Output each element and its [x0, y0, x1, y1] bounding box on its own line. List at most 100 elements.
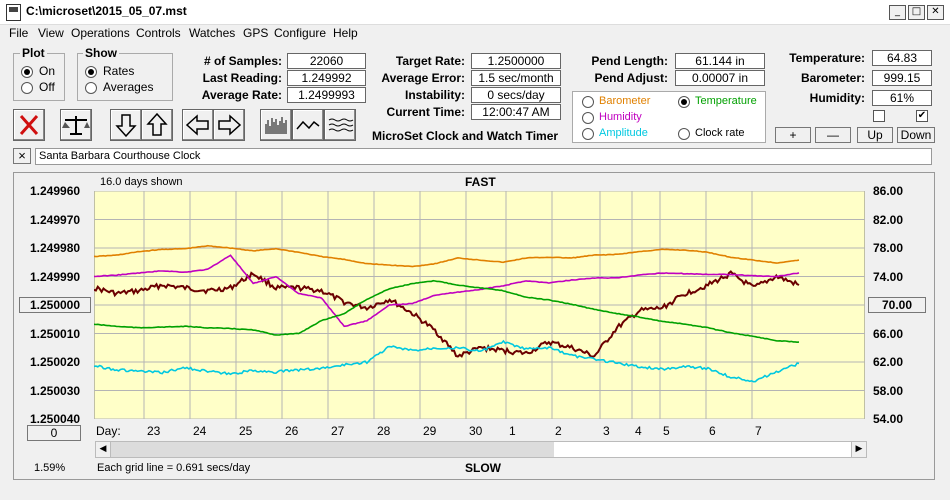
day-tick-label: 28 [377, 424, 391, 438]
overlay-barometer-radio[interactable] [582, 96, 594, 108]
app-icon [6, 4, 21, 21]
show-group [77, 53, 173, 101]
scroll-right-icon[interactable]: ▶ [851, 442, 866, 457]
pend-length-label: Pend Length: [591, 54, 668, 68]
scale-down-button[interactable]: Down [897, 127, 935, 143]
overlay-clock-rate-label: Clock rate [695, 127, 745, 139]
arrow-down-button[interactable] [110, 109, 142, 141]
barometer-label: Barometer: [800, 71, 865, 85]
wave-button[interactable] [324, 109, 356, 141]
overlay-selector [572, 91, 766, 143]
pend-adjust-label: Pend Adjust: [594, 71, 668, 85]
histogram-button[interactable] [260, 109, 292, 141]
plot-off-radio[interactable] [21, 82, 33, 94]
series-line-barometer [94, 244, 800, 268]
clear-clock-name-button[interactable]: × [13, 148, 31, 164]
target-rate-value[interactable]: 1.2500000 [471, 53, 561, 69]
scale-up-button[interactable]: Up [857, 127, 893, 143]
humidity-value: 61% [872, 90, 932, 106]
series-line-amplitude [94, 339, 800, 383]
average-error-label: Average Error: [381, 71, 465, 85]
overlay-clock-rate-radio[interactable] [678, 128, 690, 140]
series-line-temperature [94, 279, 800, 344]
line-graph-button[interactable] [292, 109, 324, 141]
show-rates-radio[interactable] [85, 66, 97, 78]
right-center-box[interactable]: 70.00 [868, 297, 926, 313]
scroll-thumb[interactable] [111, 442, 554, 457]
average-rate-value: 1.2499993 [287, 87, 366, 103]
day-tick-label: 4 [635, 424, 642, 438]
day-tick-label: 23 [147, 424, 161, 438]
arrow-right-button[interactable] [213, 109, 245, 141]
menu-file[interactable]: File [9, 26, 29, 40]
minimize-button[interactable]: _ [889, 5, 906, 20]
instability-label: Instability: [404, 88, 465, 102]
left-axis-tick: 1.250020 [30, 355, 81, 369]
left-axis-tick: 1.250040 [30, 412, 81, 426]
right-axis-tick: 58.00 [873, 383, 904, 398]
left-axis-tick: 1.249970 [30, 212, 81, 227]
right-axis-tick: 62.00 [873, 355, 904, 369]
left-center-box[interactable]: 1.250000 [19, 297, 91, 313]
menu-operations[interactable]: Operations [71, 26, 130, 40]
instability-value: 0 secs/day [471, 87, 561, 103]
day-tick-label: 2 [555, 424, 562, 438]
temperature-value: 64.83 [872, 50, 932, 66]
chart-scrollbar[interactable]: ◀ ▶ [95, 441, 867, 458]
overlay-barometer-label: Barometer [599, 95, 651, 107]
menu-view[interactable]: View [38, 26, 64, 40]
balance-button[interactable] [60, 109, 92, 141]
menu-help[interactable]: Help [333, 26, 358, 40]
left-axis-tick: 1.250030 [30, 383, 81, 398]
arrow-up-button[interactable] [141, 109, 173, 141]
show-group-title: Show [83, 46, 119, 60]
grid-note: Each grid line = 0.691 secs/day [97, 462, 251, 474]
overlay-humidity-radio[interactable] [582, 112, 594, 124]
overlay-humidity-label: Humidity [599, 111, 642, 123]
sensor-checkbox-1[interactable] [873, 110, 885, 122]
bottom-left-box[interactable]: 0 [27, 425, 81, 441]
right-axis-tick: 78.00 [873, 241, 904, 255]
scale-minus-button[interactable]: — [815, 127, 851, 143]
scroll-left-icon[interactable]: ◀ [96, 442, 111, 457]
day-tick-label: 7 [755, 424, 762, 438]
title-bar: C:\microset\2015_05_07.mst _ □ ✕ [0, 0, 950, 25]
menu-bar: File View Operations Controls Watches GP… [0, 24, 950, 43]
day-tick-label: 30 [469, 424, 483, 438]
histogram-icon [265, 117, 287, 134]
series-line-humidity [94, 254, 800, 328]
day-tick-label: 1 [509, 424, 516, 438]
show-averages-radio[interactable] [85, 82, 97, 94]
day-tick-label: 6 [709, 424, 716, 438]
show-averages-label: Averages [103, 80, 154, 94]
scale-balance-icon [62, 116, 90, 135]
arrow-left-button[interactable] [182, 109, 214, 141]
stop-button[interactable] [13, 109, 45, 141]
menu-controls[interactable]: Controls [136, 26, 181, 40]
overlay-amplitude-radio[interactable] [582, 128, 594, 140]
sensor-checkbox-2[interactable]: ✔ [916, 110, 928, 122]
scale-plus-button[interactable]: + [775, 127, 811, 143]
day-tick-label: 5 [663, 424, 670, 438]
plot-group-title: Plot [20, 46, 47, 60]
menu-watches[interactable]: Watches [189, 26, 236, 40]
overlay-amplitude-label: Amplitude [599, 127, 648, 139]
fast-label: FAST [465, 175, 496, 189]
slow-label: SLOW [465, 461, 501, 475]
clock-name-input[interactable]: Santa Barbara Courthouse Clock [35, 148, 932, 165]
wave-icon [328, 118, 354, 132]
close-button[interactable]: ✕ [927, 5, 944, 20]
maximize-button[interactable]: □ [908, 5, 925, 20]
humidity-label: Humidity: [809, 91, 865, 105]
arrow-left-icon [185, 114, 209, 136]
chart-plot-area [94, 191, 865, 419]
red-x-icon [19, 115, 39, 135]
plot-on-radio[interactable] [21, 66, 33, 78]
line-graph-icon [296, 120, 320, 130]
overlay-temperature-radio[interactable] [678, 96, 690, 108]
arrow-right-icon [218, 114, 242, 136]
percent-readout: 1.59% [34, 462, 66, 474]
menu-configure[interactable]: Configure [274, 26, 327, 40]
pend-length-value[interactable]: 61.144 in [675, 53, 765, 69]
menu-gps[interactable]: GPS [243, 26, 269, 40]
